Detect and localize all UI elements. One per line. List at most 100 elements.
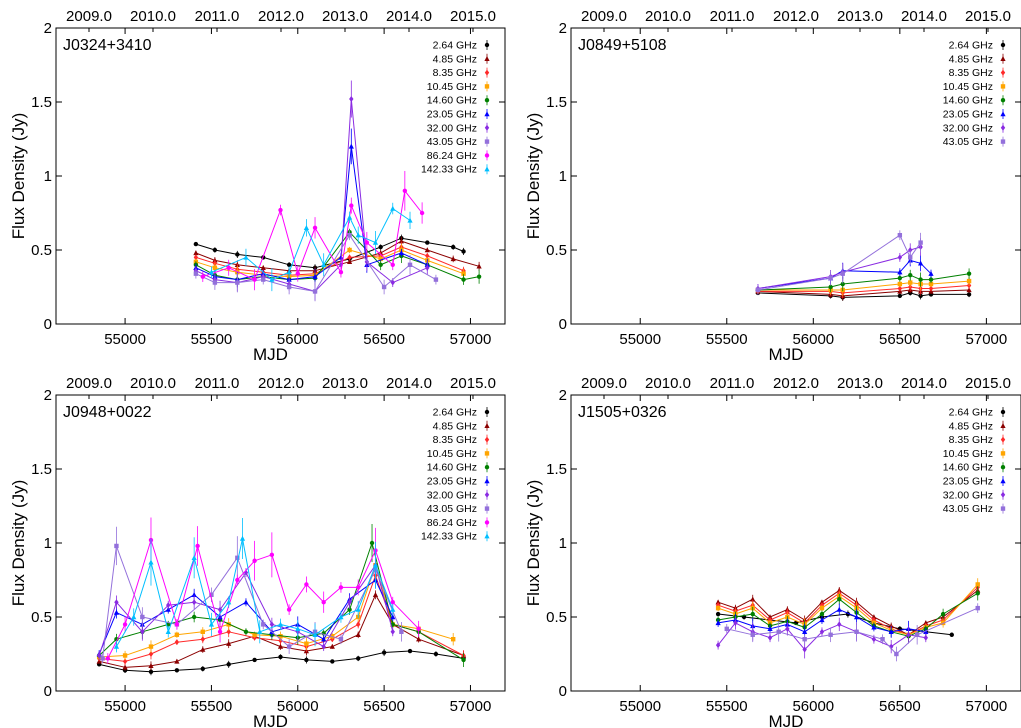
legend-marker: [1000, 423, 1006, 428]
data-point: [347, 599, 352, 606]
legend-marker: [1000, 506, 1006, 511]
legend-label: 23.05 GHz: [943, 476, 993, 488]
legend-label: 14.60 GHz: [943, 95, 993, 107]
series-line: [115, 538, 394, 647]
data-point: [724, 626, 729, 632]
data-point: [461, 657, 466, 663]
legend-marker: [484, 69, 490, 76]
data-point: [252, 657, 257, 663]
data-point: [966, 271, 972, 276]
data-point: [200, 274, 205, 279]
data-point: [257, 629, 263, 634]
data-point: [312, 289, 318, 294]
data-point: [802, 646, 807, 653]
data-point: [312, 273, 318, 279]
series-3: [755, 276, 972, 297]
data-point: [269, 552, 275, 558]
data-point: [174, 658, 180, 664]
top-axis-tick-label: 2012.0: [773, 8, 819, 25]
legend-marker: [484, 451, 490, 456]
legend-label: 43.05 GHz: [427, 136, 477, 148]
data-point: [908, 247, 913, 253]
data-point: [346, 259, 353, 265]
data-point: [295, 271, 300, 276]
data-point: [372, 562, 379, 568]
legend-label: 2.64 GHz: [433, 407, 477, 419]
data-point: [390, 606, 396, 612]
data-point: [836, 606, 842, 612]
data-point: [828, 275, 833, 281]
y-tick-label: 1: [559, 168, 567, 185]
data-point: [191, 592, 197, 597]
y-tick-label: 0: [44, 316, 52, 333]
data-point: [122, 664, 128, 670]
chart-panel-2: 55000 55500 56000 56500 57000 0 0.5 1 1.5 2 2009.0…: [9, 375, 506, 728]
top-axis-tick-label: 2013.0: [322, 8, 368, 25]
data-point: [949, 632, 954, 637]
y-tick-label: 1: [44, 168, 52, 185]
data-point: [715, 642, 721, 649]
data-point: [304, 641, 309, 646]
series-4: [755, 268, 972, 294]
data-point: [347, 247, 352, 253]
legend-label: 43.05 GHz: [427, 503, 477, 515]
data-point: [372, 239, 379, 245]
series-line: [757, 246, 921, 289]
series-8: [200, 170, 425, 291]
top-axis-tick-label: 2013.0: [322, 375, 368, 392]
data-point: [433, 651, 439, 657]
data-point: [715, 605, 721, 611]
legend-label: 8.35 GHz: [949, 67, 993, 79]
data-point: [416, 626, 421, 632]
legend-marker: [1000, 478, 1006, 484]
data-point: [100, 656, 105, 661]
data-point: [966, 287, 972, 293]
y-tick-label: 0.5: [31, 242, 52, 259]
data-point: [450, 637, 456, 642]
data-point: [113, 643, 120, 649]
data-point: [837, 597, 842, 602]
data-point: [261, 277, 266, 282]
legend-marker: [484, 56, 490, 61]
top-axis-tick-label: 2015.0: [450, 8, 496, 25]
legend-label: 23.05 GHz: [943, 109, 993, 121]
legend-marker: [1000, 84, 1006, 89]
data-point: [819, 628, 825, 635]
data-point: [407, 262, 413, 267]
data-point: [321, 262, 327, 267]
y-axis-label: Flux Density (Jy): [524, 480, 543, 607]
data-point: [191, 614, 197, 620]
data-point: [235, 280, 240, 285]
legend-label: 2.64 GHz: [949, 407, 993, 419]
legend-label: 23.05 GHz: [427, 109, 477, 121]
series-line: [757, 289, 970, 297]
series-line: [757, 285, 970, 294]
y-tick-label: 2: [44, 20, 52, 37]
data-point: [364, 240, 370, 245]
series-line: [718, 613, 952, 636]
legend-marker: [484, 124, 490, 131]
data-point: [260, 264, 266, 270]
legend-label: 86.24 GHz: [427, 150, 477, 162]
data-point: [269, 276, 275, 282]
x-tick-label: 57000: [966, 698, 1008, 715]
data-point: [166, 602, 171, 609]
data-point: [897, 293, 903, 299]
legend-label: 8.35 GHz: [433, 434, 477, 446]
data-point: [888, 643, 894, 650]
x-tick-label: 56500: [879, 331, 921, 348]
data-point: [193, 250, 199, 256]
legend-marker: [484, 533, 490, 539]
data-point: [888, 629, 894, 634]
data-point: [261, 622, 266, 627]
data-point: [378, 256, 383, 262]
legend-marker: [484, 491, 490, 498]
data-point: [148, 644, 154, 649]
series-7: [755, 230, 923, 295]
top-axis-tick-label: 2012.0: [258, 8, 304, 25]
data-point: [908, 255, 913, 260]
data-point: [148, 663, 154, 669]
data-point: [476, 274, 482, 279]
